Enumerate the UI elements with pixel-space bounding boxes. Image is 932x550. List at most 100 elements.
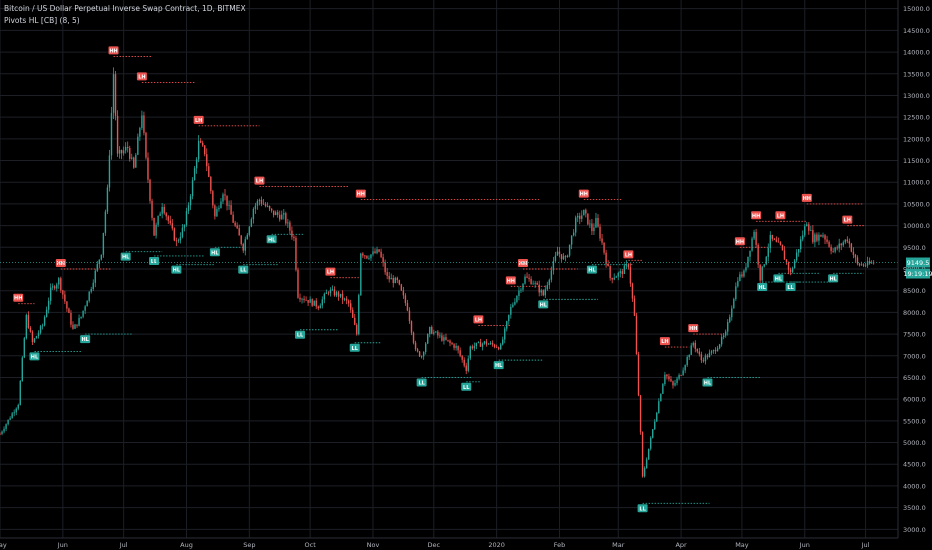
pivot-label-text: HL [704,380,712,386]
candle-body [530,278,532,285]
candle-body [741,274,743,277]
candle-body [72,324,74,329]
pivot-label-text: HL [758,285,766,291]
candle-body [337,292,340,297]
candle-body [493,344,496,347]
x-tick-label: May [0,541,7,549]
candle-body [345,298,348,301]
candle-body [613,277,615,280]
pivot-label-box [29,352,40,361]
candle-body [262,203,265,205]
candle-body [635,315,638,355]
candle-body [870,262,873,264]
pivot-label-box [55,259,66,267]
candle-body [479,341,482,347]
candle-body [335,292,338,296]
pivot-label-text: HH [57,261,65,267]
candle-body [386,272,388,276]
candle-body [52,286,54,288]
candle-body [266,205,269,207]
pivot-label-box [688,324,699,333]
pivot-label-box [254,176,265,185]
pivot-label-box [757,283,768,292]
pivot-label-text: HH [357,192,365,198]
x-tick-label: Feb [554,541,566,549]
candle-body [615,276,617,278]
candle-body [848,241,851,244]
candle-body [834,247,836,252]
candle-body [66,301,68,309]
candle-body [54,286,56,289]
candle-body [349,303,352,310]
x-tick-label: Oct [305,541,317,549]
candle-body [603,242,605,253]
candle-body [169,220,171,224]
candle-body [358,295,360,335]
candle-body [467,358,469,371]
candle-body [137,136,139,155]
time-axis[interactable]: May Jun Jul Aug Sep Oct Nov Dec 2020 Feb Mar Apr May… [0,537,898,549]
candle-body [814,234,816,243]
candle-body [252,208,255,220]
candle-body [240,235,242,245]
candle-body [177,240,180,242]
candle-body [558,251,561,255]
candle-body [451,342,453,345]
candle-body [139,127,141,137]
candle-body [49,287,52,301]
candle-body [70,313,72,325]
candle-body [512,304,514,307]
candle-body [283,213,285,215]
last-price-badge: 9149.5 [906,257,930,268]
price-axis[interactable]: 3000.0 3500.0 4000.0 4500.0 5000.0 5500.0 6000… [897,0,930,538]
candle-body [526,276,528,278]
candle-body [244,239,246,251]
candle-body [238,228,240,236]
candle-body [506,321,508,329]
candle-body [777,241,780,243]
candle-body [838,243,840,249]
pivot-label-box [136,72,147,81]
candle-body [579,215,581,219]
pivot-label-box [473,315,484,324]
pivot-label-text: HL [540,302,548,308]
candle-body [96,263,99,271]
candle-body [735,286,737,300]
candle-body [489,342,492,344]
candle-body [647,448,650,460]
candle-body [680,375,682,376]
candle-body [372,251,374,255]
candle-body [333,289,336,296]
candle-body [623,265,626,274]
candle-body [309,299,311,303]
candle-body [729,317,731,323]
y-tick-label: 4000.0 [903,482,926,490]
candle-body [179,236,182,241]
candle-body [810,230,812,231]
pivot-label-text: LL [418,380,425,386]
candle-body [716,348,719,352]
candle-body [171,223,174,229]
candle-body [82,310,84,317]
candle-body [589,223,591,225]
y-tick-label: 10000.0 [903,222,930,230]
candle-body [374,251,376,254]
candle-body [747,256,749,268]
candle-body [319,305,321,309]
candle-body [315,300,317,307]
candle-body [62,290,64,295]
candle-body [633,298,636,316]
candle-body [47,300,50,310]
candle-body [441,335,443,341]
candle-body [540,290,542,293]
candle-body [463,359,465,366]
candle-body [86,300,88,307]
pivot-label-text: HL [211,250,219,256]
candle-body [404,295,407,304]
candle-body [714,350,717,352]
candle-body [343,298,346,300]
candle-body [793,260,796,269]
countdown-badge: 19:19:19 [903,268,932,279]
candle-body [597,217,599,227]
